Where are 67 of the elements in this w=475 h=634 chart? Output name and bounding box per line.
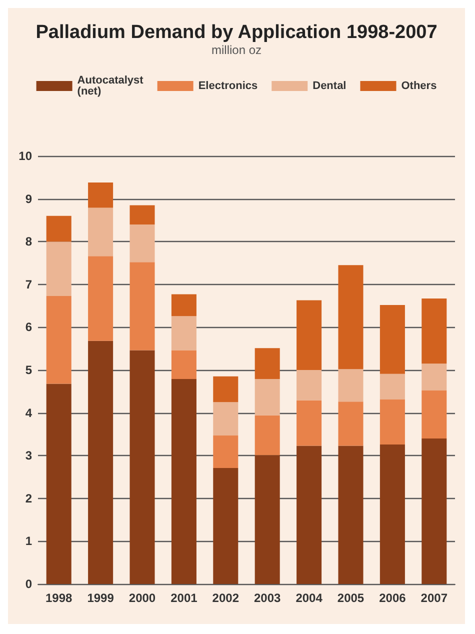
x-tick-label: 1999 xyxy=(87,591,114,605)
bar xyxy=(46,242,72,296)
bar xyxy=(254,348,280,379)
y-tick-label: 5 xyxy=(25,363,32,377)
x-tick-label: 2006 xyxy=(379,591,406,605)
bar xyxy=(380,444,405,584)
bar xyxy=(296,400,322,446)
x-tick-label: 2003 xyxy=(254,591,282,605)
bar xyxy=(254,415,280,456)
bar xyxy=(213,435,238,468)
x-tick-label: 2005 xyxy=(337,591,364,605)
bar xyxy=(422,298,447,364)
y-tick-label: 2 xyxy=(25,491,32,506)
bar xyxy=(296,370,322,400)
x-tick-label: 2007 xyxy=(420,591,448,605)
bar xyxy=(380,304,405,374)
bar xyxy=(254,378,280,416)
x-tick-label: 2000 xyxy=(128,591,156,605)
y-tick-label: 8 xyxy=(25,234,32,249)
bar xyxy=(130,262,155,350)
bar xyxy=(422,438,447,584)
y-tick-label: 3 xyxy=(25,448,32,463)
bar xyxy=(171,294,196,316)
bar xyxy=(213,468,238,584)
bar xyxy=(213,376,238,402)
bar xyxy=(296,446,322,584)
bar xyxy=(380,400,405,444)
bar xyxy=(213,402,238,436)
bar xyxy=(46,384,72,584)
x-tick-label: 2001 xyxy=(170,591,198,605)
bar xyxy=(88,340,114,584)
bar xyxy=(46,216,72,242)
bar xyxy=(88,182,114,208)
bar xyxy=(296,300,322,370)
bar xyxy=(130,350,155,584)
x-tick-label: 2004 xyxy=(296,591,323,605)
y-tick-label: 9 xyxy=(25,192,32,206)
legend-label: Others xyxy=(401,80,437,92)
legend-label: Autocatalyst (net) xyxy=(77,74,144,98)
legend-label: Dental xyxy=(312,80,346,92)
y-tick-label: 1 xyxy=(25,534,32,548)
bar xyxy=(422,364,447,391)
y-tick-label: 10 xyxy=(18,149,32,163)
chart-subtitle: million oz xyxy=(211,43,262,57)
legend-label: Electronics xyxy=(198,80,258,92)
bar xyxy=(88,256,114,341)
bar xyxy=(338,265,364,370)
bar xyxy=(338,369,364,402)
x-tick-label: 2002 xyxy=(212,591,240,605)
y-tick-label: 7 xyxy=(25,277,32,292)
y-tick-label: 0 xyxy=(25,577,32,591)
chart-title: Palladium Demand by Application 1998-2007 xyxy=(36,22,438,43)
bar xyxy=(380,374,405,400)
bar xyxy=(422,390,447,438)
y-tick-label: 6 xyxy=(25,320,32,334)
y-tick-label: 4 xyxy=(25,406,32,420)
bar xyxy=(88,208,114,256)
bar xyxy=(171,316,196,350)
x-tick-label: 1998 xyxy=(46,591,73,605)
bar xyxy=(171,378,196,584)
bar xyxy=(254,455,280,584)
bar xyxy=(46,296,72,384)
bar xyxy=(130,205,155,224)
bar xyxy=(338,446,364,584)
bar xyxy=(130,224,155,262)
bar xyxy=(338,402,364,446)
bar xyxy=(171,350,196,379)
